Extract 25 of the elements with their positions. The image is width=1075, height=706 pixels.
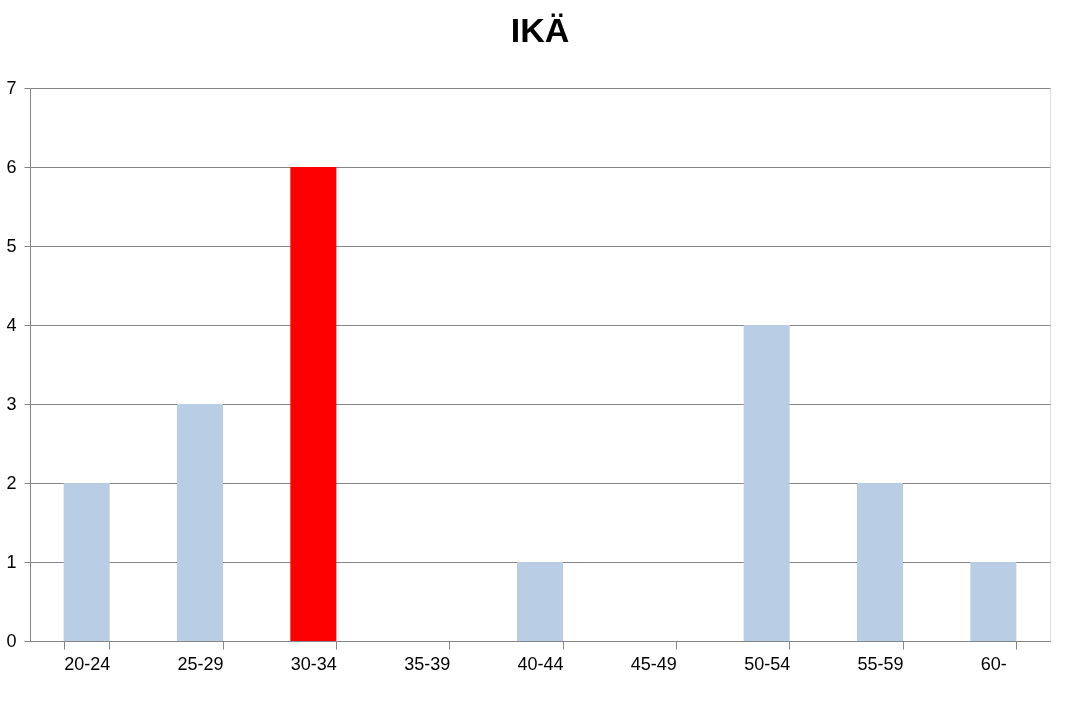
bar bbox=[743, 325, 790, 641]
bar bbox=[290, 167, 337, 641]
y-tick-label: 3 bbox=[6, 393, 17, 414]
x-tick-label: 45-49 bbox=[630, 653, 677, 674]
x-tick-label: 25-29 bbox=[177, 653, 224, 674]
bar bbox=[177, 404, 223, 641]
bar bbox=[857, 483, 903, 641]
y-tick-label: 2 bbox=[6, 472, 17, 493]
bar bbox=[517, 562, 563, 641]
x-tick-label: 20-24 bbox=[64, 653, 111, 674]
y-tick-label: 6 bbox=[6, 156, 17, 177]
x-tick-label: 60- bbox=[980, 653, 1007, 674]
y-tick-label: 7 bbox=[6, 77, 17, 98]
x-tick-label: 30-34 bbox=[290, 653, 337, 674]
bar bbox=[63, 483, 110, 641]
y-tick-label: 0 bbox=[6, 630, 17, 651]
y-tick-label: 1 bbox=[6, 551, 17, 572]
x-tick-label: 35-39 bbox=[404, 653, 451, 674]
chart-title: IKÄ bbox=[510, 11, 570, 49]
y-tick-label: 4 bbox=[6, 314, 17, 335]
x-tick-label: 50-54 bbox=[744, 653, 791, 674]
y-tick-label: 5 bbox=[6, 235, 17, 256]
x-tick-label: 55-59 bbox=[857, 653, 904, 674]
bar bbox=[970, 562, 1017, 641]
x-tick-label: 40-44 bbox=[517, 653, 564, 674]
